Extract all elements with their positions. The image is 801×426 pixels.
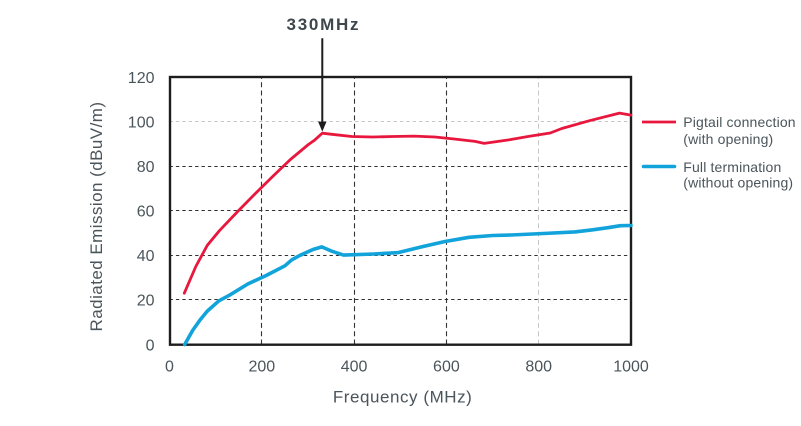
svg-text:(with opening): (with opening): [683, 131, 773, 147]
svg-text:0: 0: [146, 337, 155, 354]
svg-text:400: 400: [341, 359, 368, 376]
svg-text:Pigtail connection: Pigtail connection: [683, 114, 795, 130]
svg-text:800: 800: [525, 359, 552, 376]
svg-text:330MHz: 330MHz: [286, 15, 360, 34]
svg-text:80: 80: [137, 159, 155, 176]
svg-text:200: 200: [248, 359, 275, 376]
svg-text:Radiated Emission (dBuV/m): Radiated Emission (dBuV/m): [87, 102, 106, 332]
svg-text:60: 60: [137, 204, 155, 221]
svg-text:1000: 1000: [613, 359, 649, 376]
svg-text:(without opening): (without opening): [683, 175, 793, 191]
svg-text:Frequency (MHz): Frequency (MHz): [333, 387, 473, 406]
svg-text:600: 600: [433, 359, 460, 376]
svg-text:100: 100: [128, 114, 155, 131]
svg-text:0: 0: [165, 359, 174, 376]
svg-text:120: 120: [128, 70, 155, 87]
svg-text:Full termination: Full termination: [683, 159, 781, 175]
svg-text:40: 40: [137, 248, 155, 265]
svg-text:20: 20: [137, 293, 155, 310]
